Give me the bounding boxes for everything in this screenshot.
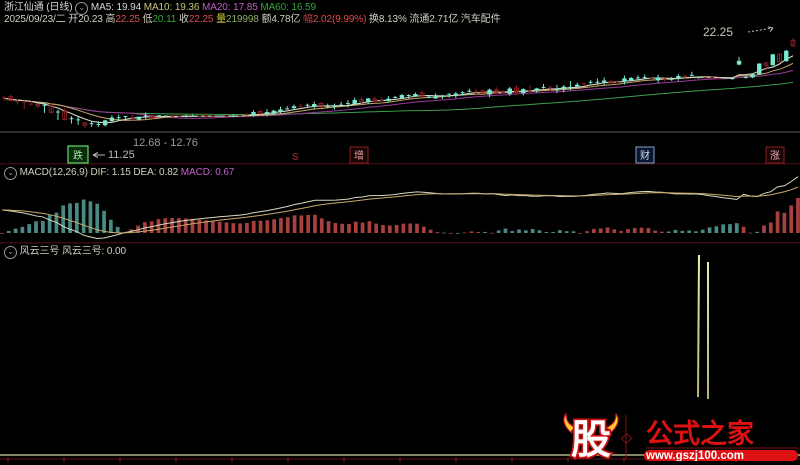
svg-text:11.25: 11.25 — [108, 149, 135, 161]
svg-text:公式之家: 公式之家 — [646, 418, 754, 449]
svg-text:22.25: 22.25 — [703, 25, 733, 39]
svg-text:财: 财 — [640, 149, 650, 162]
svg-text:S: S — [292, 152, 299, 163]
svg-text:增: 增 — [354, 149, 364, 162]
svg-text:跌: 跌 — [73, 149, 83, 162]
svg-text:12.68 - 12.76: 12.68 - 12.76 — [133, 137, 198, 149]
svg-text:www.gszj100.com: www.gszj100.com — [645, 450, 744, 461]
svg-text:股: 股 — [571, 418, 611, 461]
svg-text:涨: 涨 — [770, 150, 780, 162]
